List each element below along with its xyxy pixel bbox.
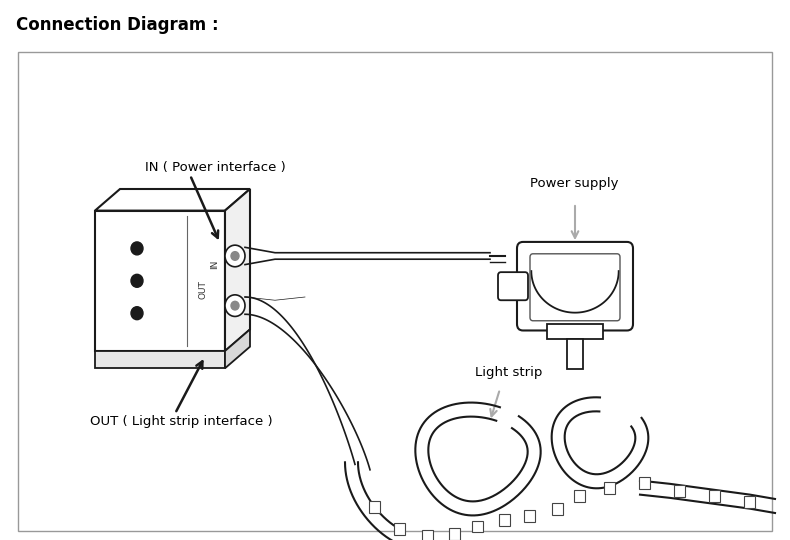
Circle shape <box>231 252 239 260</box>
Bar <box>472 521 483 532</box>
Bar <box>604 482 615 494</box>
Polygon shape <box>225 329 250 368</box>
Text: Light strip: Light strip <box>475 366 543 379</box>
Bar <box>567 339 583 369</box>
Bar <box>422 530 433 540</box>
Bar <box>499 514 510 526</box>
Bar <box>524 510 535 522</box>
Bar <box>574 490 585 502</box>
Text: IN: IN <box>210 260 220 269</box>
FancyBboxPatch shape <box>517 242 633 330</box>
Circle shape <box>131 274 143 287</box>
Bar <box>95 211 225 351</box>
Bar <box>709 490 720 502</box>
Text: IN ( Power interface ): IN ( Power interface ) <box>145 161 286 174</box>
Bar <box>674 485 685 497</box>
Bar <box>552 503 563 515</box>
Bar <box>547 324 603 339</box>
Text: Power supply: Power supply <box>530 177 619 190</box>
Circle shape <box>231 301 239 310</box>
Bar <box>639 477 650 489</box>
Circle shape <box>131 242 143 255</box>
Bar <box>95 351 225 368</box>
Text: OUT ( Light strip interface ): OUT ( Light strip interface ) <box>90 415 273 428</box>
Circle shape <box>225 245 245 267</box>
Bar <box>369 501 380 513</box>
Circle shape <box>225 295 245 316</box>
Bar <box>744 496 755 508</box>
Bar <box>449 528 460 540</box>
Text: Connection Diagram :: Connection Diagram : <box>16 16 218 34</box>
Polygon shape <box>225 189 250 351</box>
Circle shape <box>131 307 143 320</box>
Bar <box>394 523 405 535</box>
Text: OUT: OUT <box>198 280 208 299</box>
FancyBboxPatch shape <box>498 272 528 300</box>
Polygon shape <box>95 189 250 211</box>
